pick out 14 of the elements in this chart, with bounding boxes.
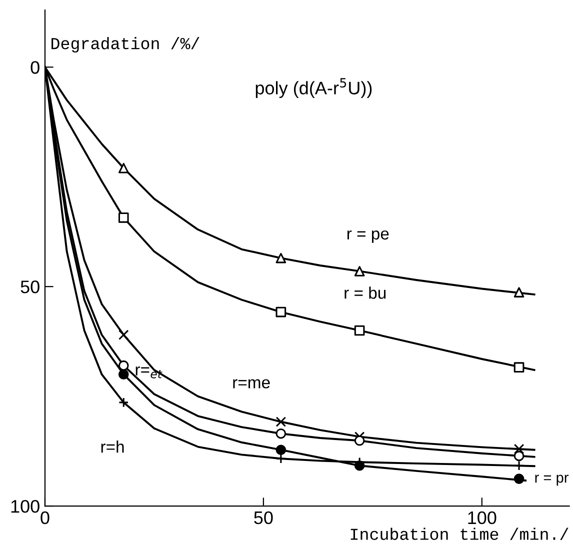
x-axis-title: Incubation time /min./ (350, 528, 568, 540)
annotation: r=h (101, 440, 124, 453)
y-tick-label: 50 (20, 280, 40, 294)
y-tick-label: 0 (30, 61, 40, 74)
annotation: r = pr (535, 474, 569, 486)
x-tick-label: 50 (254, 511, 273, 524)
y-tick-label: 100 (11, 500, 40, 513)
annotation: r = bu (344, 286, 386, 299)
x-tick-label: 100 (468, 511, 496, 524)
annotation: r = pe (347, 230, 389, 243)
annotation: r=me (233, 379, 270, 388)
text: poly (d(A-r$^{5}$U)) (256, 78, 372, 98)
y-axis-title: Degradation /%/ (52, 37, 200, 53)
x-tick-label: 0 (40, 511, 50, 524)
